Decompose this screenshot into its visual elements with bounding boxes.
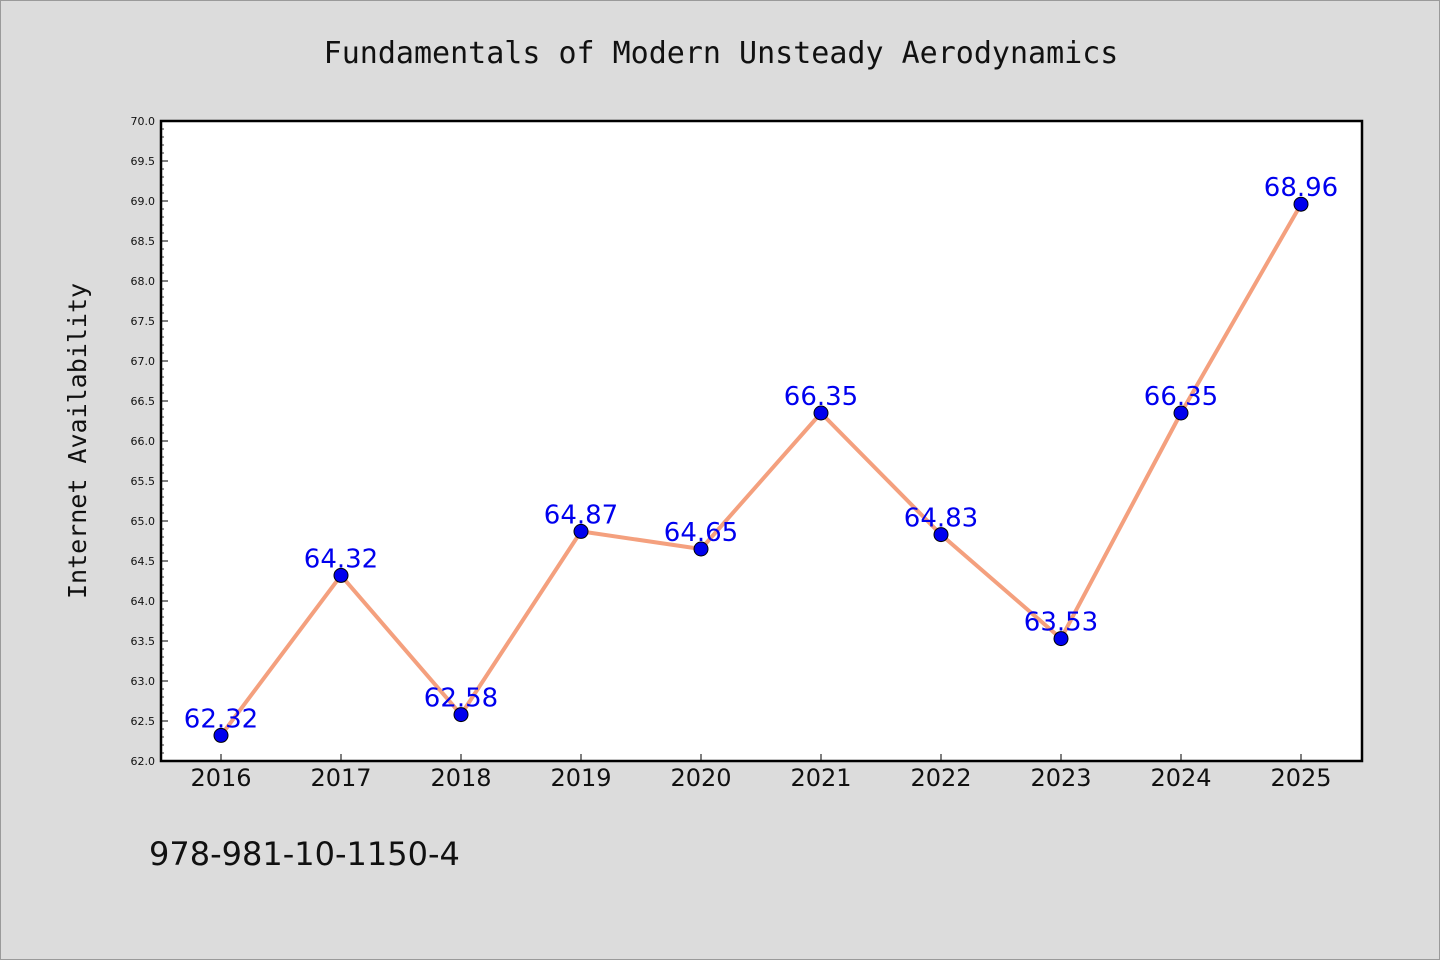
y-tick-label: 65.5 bbox=[131, 475, 156, 488]
chart-title: Fundamentals of Modern Unsteady Aerodyna… bbox=[324, 36, 1119, 71]
data-point bbox=[213, 727, 229, 743]
data-label: 64.65 bbox=[664, 518, 738, 548]
data-label: 64.87 bbox=[544, 500, 618, 530]
series-layer: 62.32 64.32 62.58 64.87 64.65 66.35 64.83 63.53… bbox=[184, 173, 1338, 743]
y-tick-label: 69.0 bbox=[131, 195, 156, 208]
x-tick-label: 2021 bbox=[790, 764, 851, 792]
x-tick-label: 2017 bbox=[310, 764, 371, 792]
y-tick-label: 65.0 bbox=[131, 515, 156, 528]
y-axis: 62.0 62.5 63.0 63.5 64.0 64.5 65.0 65.5 66.0 66.5… bbox=[131, 115, 168, 768]
data-point bbox=[573, 523, 589, 539]
isbn-footer: 978-981-10-1150-4 bbox=[149, 835, 460, 873]
series-line bbox=[219, 202, 1303, 738]
x-tick-label: 2020 bbox=[670, 764, 731, 792]
y-tick-label: 62.0 bbox=[131, 755, 156, 768]
x-tick-label: 2024 bbox=[1150, 764, 1211, 792]
y-tick-label: 66.0 bbox=[131, 435, 156, 448]
y-tick-label: 70.0 bbox=[131, 115, 156, 128]
data-point bbox=[333, 567, 349, 583]
y-tick-label: 67.0 bbox=[131, 355, 156, 368]
x-tick-label: 2023 bbox=[1030, 764, 1091, 792]
x-tick-label: 2018 bbox=[430, 764, 491, 792]
data-point bbox=[933, 527, 949, 543]
data-label: 62.32 bbox=[184, 704, 258, 734]
plot-area bbox=[159, 119, 1364, 763]
data-label: 62.58 bbox=[424, 684, 498, 714]
y-tick-label: 64.0 bbox=[131, 595, 156, 608]
y-tick-label: 68.0 bbox=[131, 275, 156, 288]
data-label: 64.83 bbox=[904, 504, 978, 534]
data-label: 68.96 bbox=[1264, 173, 1338, 203]
x-tick-label: 2025 bbox=[1270, 764, 1331, 792]
y-tick-label: 67.5 bbox=[131, 315, 156, 328]
y-tick-label: 62.5 bbox=[131, 715, 156, 728]
y-axis-label: Internet Availability bbox=[63, 283, 92, 599]
x-tick-label: 2019 bbox=[550, 764, 611, 792]
y-tick-label: 66.5 bbox=[131, 395, 156, 408]
data-point bbox=[1053, 631, 1069, 647]
data-point bbox=[813, 405, 829, 421]
data-label: 64.32 bbox=[304, 544, 378, 574]
x-tick-label: 2016 bbox=[190, 764, 251, 792]
data-label: 63.53 bbox=[1024, 608, 1098, 638]
data-point bbox=[1293, 196, 1309, 212]
x-tick-label: 2022 bbox=[910, 764, 971, 792]
y-tick-label: 63.5 bbox=[131, 635, 156, 648]
y-tick-label: 68.5 bbox=[131, 235, 156, 248]
y-tick-label: 64.5 bbox=[131, 555, 156, 568]
data-point bbox=[693, 541, 709, 557]
data-point bbox=[453, 707, 469, 723]
y-tick-label: 63.0 bbox=[131, 675, 156, 688]
data-point bbox=[1173, 405, 1189, 421]
x-axis: 2016 2017 2018 2019 2020 2021 2022 2023 2024 2025 bbox=[190, 754, 1332, 792]
data-label: 66.35 bbox=[1144, 382, 1218, 412]
y-tick-label: 69.5 bbox=[131, 155, 156, 168]
data-label: 66.35 bbox=[784, 382, 858, 412]
